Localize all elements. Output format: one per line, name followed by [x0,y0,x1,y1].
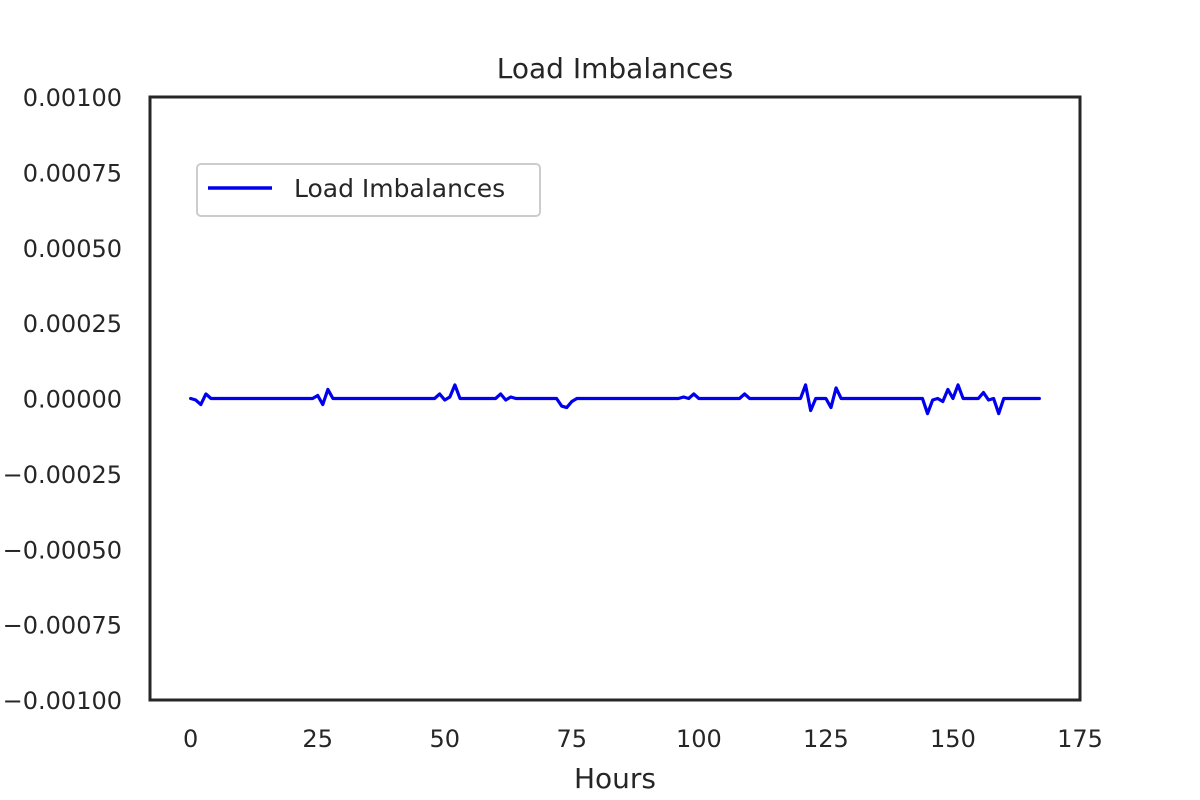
y-tick-label: −0.00025 [3,461,122,489]
y-tick-label: 0.00075 [23,159,122,187]
y-axis-ticks: 0.00100 0.00075 0.00050 0.00025 0.00000 −0.00… [3,84,122,715]
plot-frame [148,95,1082,702]
legend-label-load-imbalances: Load Imbalances [294,174,505,203]
y-tick-label: −0.00050 [3,536,122,564]
legend: Load Imbalances [196,163,541,217]
y-tick-label: 0.00050 [23,235,122,263]
x-tick-label: 25 [302,725,333,753]
x-tick-label: 125 [803,725,849,753]
series-layer [189,383,1041,416]
x-tick-label: 75 [557,725,588,753]
chart-title: Load Imbalances [497,52,733,85]
x-tick-label: 150 [930,725,976,753]
y-tick-label: 0.00100 [23,84,122,112]
x-tick-label: 50 [429,725,460,753]
x-axis-label: Hours [574,762,656,795]
y-tick-label: 0.00025 [23,310,122,338]
legend-box [196,163,541,217]
x-axis-ticks: 0 25 50 75 100 125 150 175 [183,725,1103,753]
series-line-load-imbalances [189,383,1041,416]
x-tick-label: 0 [183,725,198,753]
y-tick-label: −0.00100 [3,687,122,715]
y-tick-label: −0.00075 [3,612,122,640]
y-tick-label: 0.00000 [23,386,122,414]
x-tick-label: 100 [676,725,722,753]
x-tick-label: 175 [1057,725,1103,753]
